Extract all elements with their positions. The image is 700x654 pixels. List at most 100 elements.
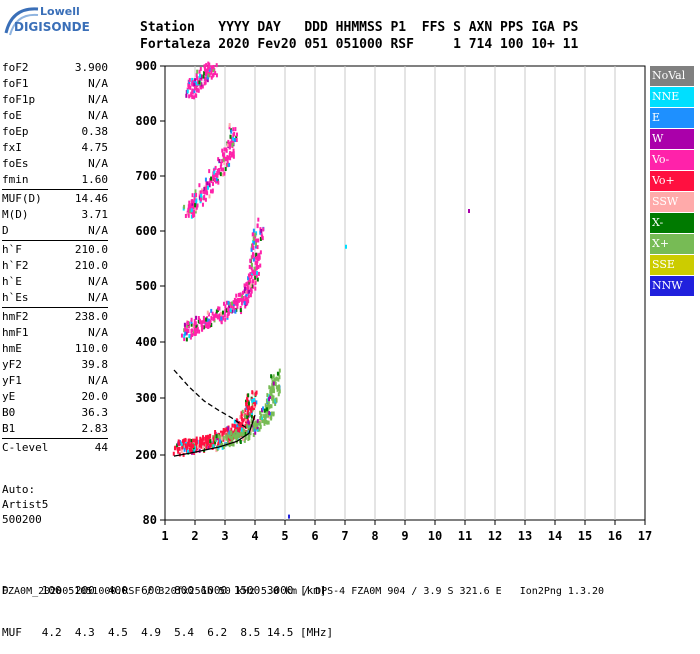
y-tick-label: 900 [135,59,157,73]
echo-mark [195,441,198,446]
header-line-1: Station YYYY DAY DDD HHMMSS P1 FFS S AXN… [140,20,579,35]
echo-mark [227,311,230,316]
echo-mark [184,445,187,450]
echo-mark [258,421,261,426]
echo-mark [266,393,269,398]
y-tick-label: 200 [135,448,157,462]
echo-mark [181,445,184,450]
echo-mark [200,193,203,198]
echo-mark [195,205,198,210]
echo-mark [275,398,278,403]
param-row: h`E N/A [2,274,108,290]
echo-mark [217,180,220,185]
echo-mark [272,395,275,400]
echo-mark [199,73,202,78]
echo-mark [265,398,268,403]
param-value: 2.83 [81,422,109,435]
echo-mark [241,409,244,414]
echo-mark [257,217,260,222]
param-row: fxI 4.75 [2,140,108,156]
param-value: 1.60 [81,173,109,186]
echo-mark [247,430,250,435]
echo-mark [208,194,211,199]
autoscaling-info: Auto: Artist5 500200 [2,482,48,527]
legend-item: NoVal [650,66,694,87]
legend-item: NNW [650,276,694,297]
echo-mark [256,224,259,229]
echo-mark [229,151,232,156]
echo-mark [203,71,206,76]
echo-mark [214,437,217,442]
echo-mark [268,415,271,420]
echo-mark [215,313,218,318]
echo-mark [244,296,247,301]
echo-mark [255,273,258,278]
echo-mark [200,85,203,90]
echo-mark [210,323,213,328]
echo-mark [252,240,255,245]
echo-mark [202,435,205,440]
echo-mark [235,135,238,140]
muf-distance-row: D 100 200 400 600 800 1000 1500 3000 [km… [2,584,327,597]
echo-mark [254,242,257,247]
echo-mark [191,209,194,214]
echo-mark [237,298,240,303]
echo-mark [195,448,198,453]
echo-mark [199,442,202,447]
echo-mark [204,436,207,441]
echo-mark [254,275,257,280]
echo-mark [232,136,235,141]
echo-mark [223,171,226,176]
echo-mark [267,420,270,425]
echo-mark [194,321,197,326]
echo-mark [215,63,218,68]
echo-mark [210,179,213,184]
x-tick-label: 4 [251,529,258,543]
echo-mark [212,168,215,173]
echo-mark [259,425,262,430]
echo-mark [240,411,243,416]
echo-mark [254,268,257,273]
echo-mark [259,263,262,268]
echo-mark [241,290,244,295]
echo-mark [240,310,243,315]
echo-mark [187,321,190,326]
echo-mark [272,387,275,392]
echo-mark [225,162,228,167]
echo-mark [231,142,234,147]
echo-mark [229,134,232,139]
echo-mark [187,204,190,209]
param-row: h`F 210.0 [2,242,108,258]
echo-mark [201,437,204,442]
echo-mark [252,279,255,284]
echo-mark [250,419,253,424]
echo-mark [231,442,234,447]
echo-mark [248,433,251,438]
echo-mark [187,83,190,88]
echo-mark [212,64,215,69]
echo-mark [254,238,257,243]
echo-mark [193,95,196,100]
echo-mark [256,259,259,264]
echo-mark [202,325,205,330]
param-name: yE [2,390,16,403]
echo-mark [207,437,210,442]
echo-mark [216,315,219,320]
param-name: foE [2,109,22,122]
echo-mark [191,77,194,82]
x-tick-label: 8 [371,529,378,543]
echo-mark [178,441,181,446]
echo-mark [246,285,249,290]
echo-mark [191,95,194,100]
echo-mark [222,167,225,172]
echo-mark [233,308,236,313]
echo-mark [211,311,214,316]
echo-mark [187,85,190,90]
echo-mark [248,264,251,269]
echo-mark [257,265,260,270]
echo-mark [259,230,262,235]
echo-mark [236,132,239,137]
echo-mark [250,414,253,419]
echo-mark [253,427,256,432]
echo-mark [232,151,235,156]
